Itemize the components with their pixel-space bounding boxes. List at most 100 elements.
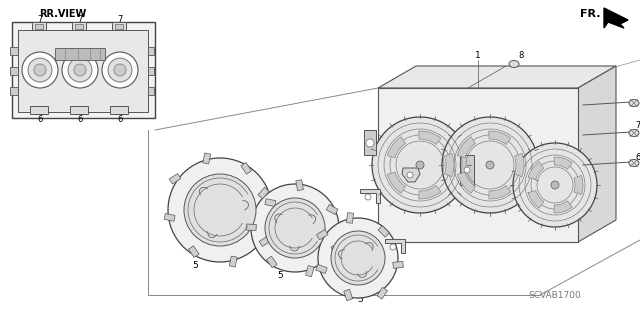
Polygon shape [246,224,257,231]
Circle shape [366,139,374,147]
Polygon shape [164,213,175,221]
Text: 5: 5 [192,261,198,270]
Circle shape [114,64,126,76]
Bar [70,106,88,114]
Bar [110,106,128,114]
Polygon shape [604,8,628,28]
Bar [55,48,105,60]
Polygon shape [378,226,389,237]
Circle shape [108,58,132,82]
Polygon shape [229,256,237,267]
Polygon shape [316,264,327,273]
Polygon shape [360,189,380,203]
Text: 7: 7 [117,16,123,25]
Text: 2: 2 [382,175,388,184]
Bar [10,47,18,55]
Text: 4: 4 [412,155,418,165]
Polygon shape [316,229,328,240]
Ellipse shape [629,100,639,107]
Circle shape [331,231,385,285]
Text: 6: 6 [636,153,640,162]
Circle shape [265,198,325,258]
Wedge shape [419,131,441,145]
Circle shape [184,174,256,246]
Bar [112,22,126,30]
Polygon shape [393,261,403,268]
Bar [378,88,578,242]
Circle shape [486,161,494,169]
Bar [12,22,155,118]
Bar [460,155,474,185]
Wedge shape [444,153,454,177]
Wedge shape [574,175,583,195]
Polygon shape [578,66,616,242]
Bar [18,30,148,112]
Polygon shape [402,168,420,182]
Circle shape [34,64,46,76]
Bar [148,67,154,75]
Ellipse shape [509,61,519,68]
Text: 1: 1 [475,50,481,60]
Bar [32,22,46,30]
Polygon shape [326,204,338,215]
Polygon shape [265,199,276,206]
Circle shape [407,172,413,178]
Polygon shape [169,174,181,184]
Wedge shape [489,131,511,145]
Wedge shape [387,137,406,158]
Circle shape [372,117,468,213]
Text: 7: 7 [77,16,83,25]
Bar [364,130,376,155]
Polygon shape [306,265,314,277]
Wedge shape [515,153,524,177]
Circle shape [416,161,424,169]
Text: 6: 6 [77,115,83,124]
Bar [148,47,154,55]
Circle shape [464,167,470,173]
Wedge shape [528,162,544,180]
Circle shape [442,117,538,213]
Polygon shape [203,153,211,164]
Text: FR.: FR. [580,9,600,19]
Bar [30,106,48,114]
Polygon shape [385,239,405,253]
Bar [10,87,18,95]
Text: 5: 5 [277,271,283,279]
Wedge shape [458,172,476,193]
Text: RR.VIEW: RR.VIEW [40,9,86,19]
Polygon shape [331,243,342,253]
Text: 7: 7 [636,121,640,130]
Text: 8: 8 [518,51,524,61]
Circle shape [22,52,58,88]
Bar [115,24,123,29]
Polygon shape [266,256,277,268]
Bar [35,24,43,29]
Bar [75,24,83,29]
Polygon shape [346,212,353,223]
Polygon shape [296,180,303,191]
Circle shape [102,52,138,88]
Circle shape [68,58,92,82]
Circle shape [390,244,396,250]
Circle shape [74,64,86,76]
Polygon shape [189,246,199,257]
Wedge shape [489,185,511,199]
Circle shape [551,181,559,189]
Circle shape [365,194,371,200]
Bar [72,22,86,30]
Bar [10,67,18,75]
Polygon shape [241,162,252,174]
Text: 6: 6 [37,115,43,124]
Text: 5: 5 [357,295,363,305]
Bar [148,87,154,95]
Text: 3: 3 [394,226,400,235]
Wedge shape [458,137,476,158]
Text: SCVAB1700: SCVAB1700 [529,292,581,300]
Circle shape [513,143,597,227]
Circle shape [251,184,339,272]
Text: 7: 7 [37,16,43,25]
Wedge shape [554,157,572,169]
Circle shape [168,158,272,262]
Wedge shape [419,185,441,199]
Polygon shape [344,289,353,301]
